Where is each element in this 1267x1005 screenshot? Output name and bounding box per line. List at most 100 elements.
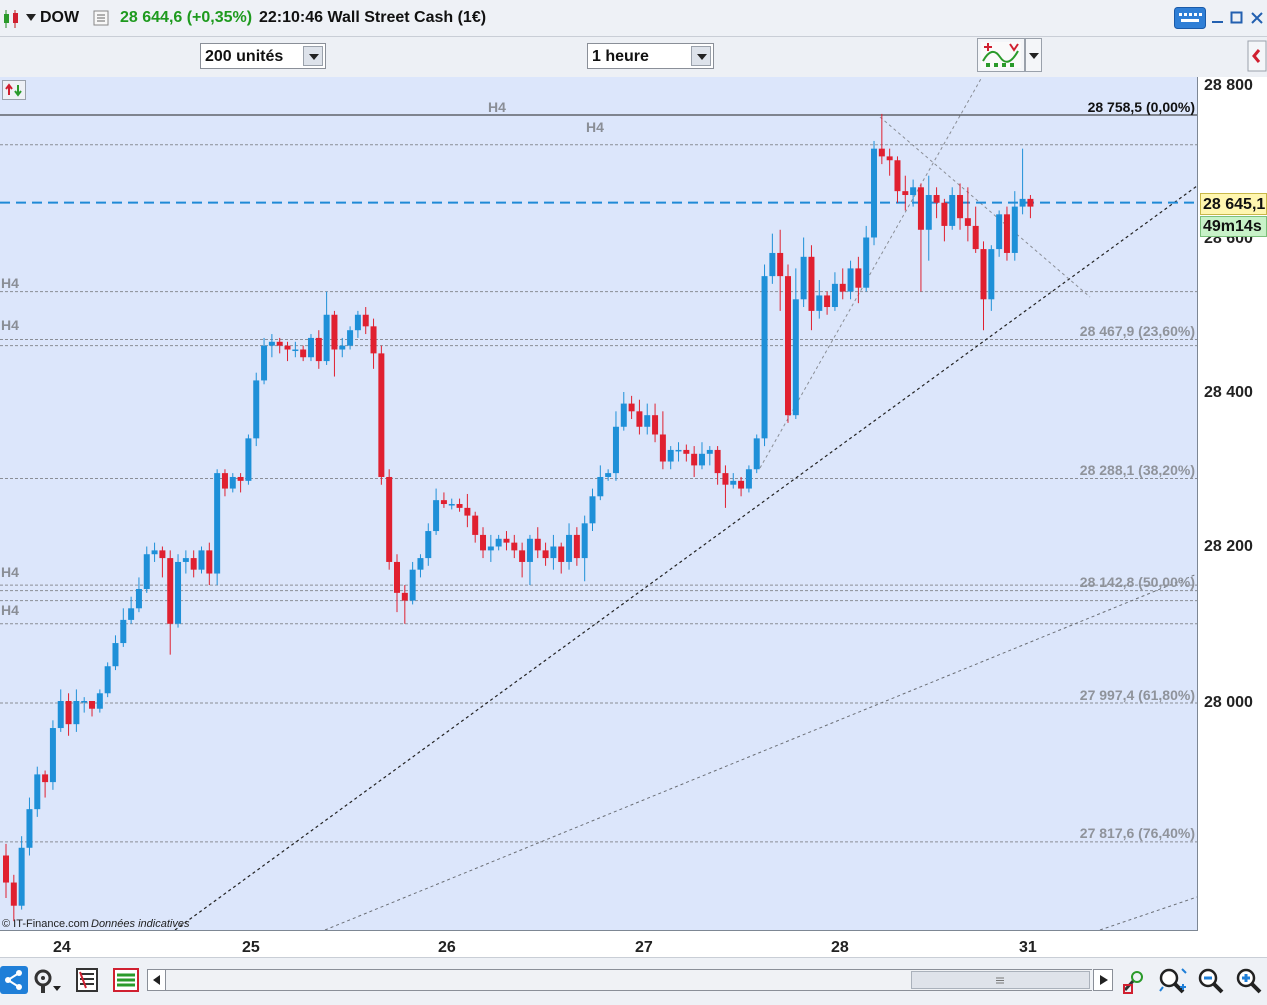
candle-body [761, 276, 768, 439]
indicators-button[interactable] [977, 38, 1025, 72]
candle-body [886, 156, 893, 161]
candle-body [190, 558, 197, 570]
trend-line [174, 185, 1197, 930]
zoom-out-icon[interactable] [1197, 967, 1225, 995]
candle-body [652, 415, 659, 435]
candle-body [636, 411, 643, 427]
candle-body [511, 542, 518, 551]
candle-body [972, 225, 979, 250]
candle-body [26, 809, 33, 848]
candle-body [831, 283, 838, 308]
candle-body [42, 774, 49, 783]
refresh-icon[interactable] [2, 80, 26, 100]
candle-body [534, 538, 541, 551]
candle-body [1027, 198, 1034, 207]
candle-body [659, 434, 666, 462]
horizontal-scrollbar[interactable] [166, 969, 1092, 991]
candle-body [769, 252, 776, 277]
candle-body [495, 538, 502, 547]
candle-body [401, 592, 408, 601]
minimize-icon[interactable] [1211, 11, 1225, 25]
candlestick-icon[interactable] [2, 9, 22, 29]
bottom-toolbar [0, 957, 1267, 1005]
candle-body [386, 476, 393, 562]
settings-icon[interactable] [33, 968, 63, 994]
candle-body [362, 314, 369, 327]
list-icon[interactable] [76, 968, 98, 992]
candle-body [18, 847, 25, 906]
crosshair-icon[interactable] [1122, 968, 1148, 994]
indicators-dropdown[interactable] [1025, 38, 1042, 72]
candle-body [394, 561, 400, 593]
indicators-icon [981, 42, 1021, 68]
grip-icon [996, 977, 1004, 984]
chevron-down-icon[interactable] [26, 14, 36, 22]
maximize-icon[interactable] [1230, 11, 1244, 25]
candle-body [135, 588, 142, 609]
candle-body [182, 558, 189, 562]
candle-body [683, 449, 690, 454]
trend-line [324, 573, 1197, 930]
candle-body [206, 550, 213, 574]
candle-body [10, 882, 17, 906]
candle-body [964, 218, 971, 226]
candle-body [378, 353, 385, 477]
fib-label-5: 27 817,6 (76,40%) [1079, 825, 1195, 841]
scrollbar-thumb[interactable] [911, 971, 1090, 989]
symbol-name[interactable]: DOW [40, 9, 80, 26]
candle-body [542, 550, 549, 559]
candle-body [526, 538, 533, 562]
date-label: 24 [53, 939, 71, 956]
keyboard-icon[interactable] [1174, 7, 1206, 29]
candle-body [745, 469, 752, 489]
multi-chart-icon[interactable] [113, 968, 139, 992]
date-axis[interactable]: 24 25 26 27 28 31 [0, 930, 1198, 958]
candle-body [433, 500, 440, 532]
candle-body [980, 249, 987, 300]
trend-line [879, 116, 1091, 298]
candle-body [550, 546, 557, 559]
price-chart[interactable] [0, 77, 1197, 930]
candle-body [425, 531, 432, 559]
candle-body [675, 449, 682, 452]
candle-body [175, 561, 182, 624]
close-icon[interactable] [1250, 11, 1264, 25]
chart-area[interactable]: H4 H4 H4 H4 H4 H4 28 758,5 (0,00%) 28 46… [0, 77, 1198, 930]
candle-body [143, 554, 150, 589]
candle-body [89, 701, 96, 709]
current-price-badge: 28 645,1 [1200, 193, 1267, 215]
candle-body [573, 534, 580, 559]
candle-body [354, 314, 361, 331]
chevron-down-icon[interactable] [691, 46, 711, 66]
candle-body [315, 337, 322, 362]
scroll-left-button[interactable] [147, 969, 166, 991]
quote-change: 28 644,6 (+0,35%) [120, 9, 253, 26]
h4-label: H4 [1, 564, 19, 580]
candle-body [323, 314, 330, 362]
title-bar: DOW 28 644,6 (+0,35%) 22:10:46 Wall Stre… [0, 0, 1267, 37]
period-select[interactable]: 1 heure [587, 43, 714, 69]
price-axis[interactable]: 28 800 28 600 28 400 28 200 28 000 28 64… [1198, 77, 1267, 957]
copyright-text: © IT-Finance.com [2, 918, 89, 930]
scroll-right-button[interactable] [1093, 969, 1113, 991]
candle-body [691, 453, 698, 466]
panel-toggle-icon[interactable] [1247, 40, 1267, 72]
h4-label: H4 [488, 99, 506, 115]
candle-body [597, 476, 604, 497]
info-icon[interactable] [93, 10, 109, 26]
units-select[interactable]: 200 unités [200, 43, 326, 69]
zoom-in-icon[interactable] [1235, 967, 1263, 995]
candle-body [847, 268, 854, 292]
units-select-value: 200 unités [205, 48, 284, 65]
candle-body [824, 295, 831, 308]
share-icon[interactable] [0, 966, 28, 994]
candle-body [448, 504, 455, 506]
auto-zoom-icon[interactable] [1158, 967, 1188, 995]
chevron-down-icon[interactable] [303, 46, 323, 66]
candle-body [221, 473, 228, 489]
price-label: 28 000 [1204, 694, 1253, 711]
candle-body [714, 449, 721, 474]
candle-body [339, 345, 346, 350]
period-select-value: 1 heure [592, 48, 649, 65]
price-label: 28 800 [1204, 77, 1253, 94]
